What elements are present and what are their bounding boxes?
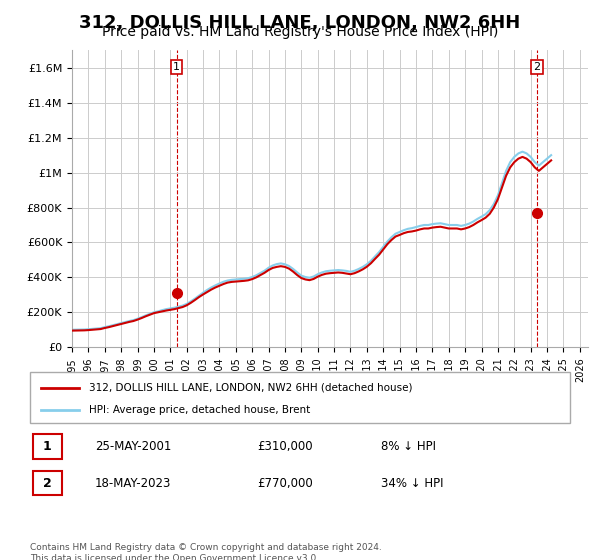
Text: 1: 1 xyxy=(43,440,52,453)
Text: £770,000: £770,000 xyxy=(257,477,313,489)
Text: 312, DOLLIS HILL LANE, LONDON, NW2 6HH: 312, DOLLIS HILL LANE, LONDON, NW2 6HH xyxy=(79,14,521,32)
Text: 34% ↓ HPI: 34% ↓ HPI xyxy=(381,477,443,489)
Text: 2: 2 xyxy=(533,62,541,72)
Text: Contains HM Land Registry data © Crown copyright and database right 2024.
This d: Contains HM Land Registry data © Crown c… xyxy=(30,543,382,560)
Text: 25-MAY-2001: 25-MAY-2001 xyxy=(95,440,171,453)
Text: Price paid vs. HM Land Registry's House Price Index (HPI): Price paid vs. HM Land Registry's House … xyxy=(102,25,498,39)
FancyBboxPatch shape xyxy=(33,435,62,459)
Text: £310,000: £310,000 xyxy=(257,440,313,453)
FancyBboxPatch shape xyxy=(33,471,62,495)
Text: 312, DOLLIS HILL LANE, LONDON, NW2 6HH (detached house): 312, DOLLIS HILL LANE, LONDON, NW2 6HH (… xyxy=(89,382,413,393)
Text: 1: 1 xyxy=(173,62,180,72)
Text: 2: 2 xyxy=(43,477,52,489)
Text: 8% ↓ HPI: 8% ↓ HPI xyxy=(381,440,436,453)
Text: 18-MAY-2023: 18-MAY-2023 xyxy=(95,477,171,489)
Text: HPI: Average price, detached house, Brent: HPI: Average price, detached house, Bren… xyxy=(89,405,311,415)
FancyBboxPatch shape xyxy=(30,372,570,423)
